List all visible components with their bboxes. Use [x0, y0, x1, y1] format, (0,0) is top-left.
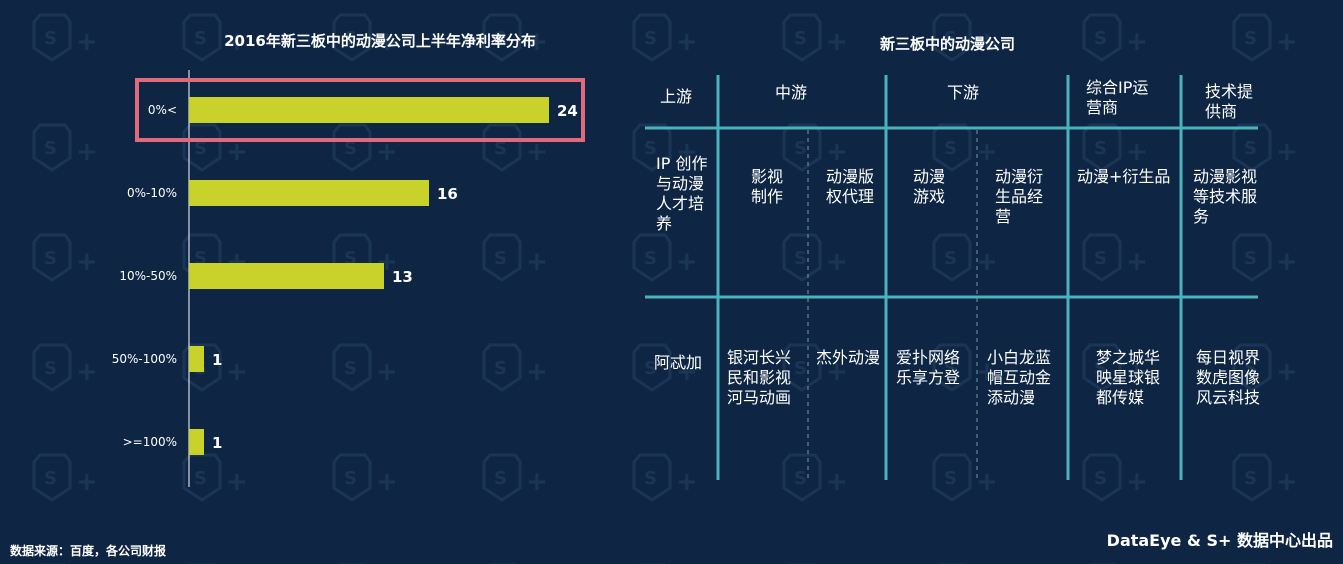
bar-100 — [189, 429, 204, 455]
bar-0 — [189, 97, 549, 123]
header-midstream: 中游 — [775, 83, 808, 102]
data-label-50-100: 1 — [212, 351, 222, 369]
bar-50-100 — [189, 346, 204, 372]
category-film-production: 影视制作 — [751, 167, 784, 206]
header-tech-provider: 技术提供商 — [1205, 82, 1254, 121]
bar-10-50 — [189, 263, 384, 289]
header-upstream: 上游 — [660, 87, 693, 106]
header-ip-operator: 综合IP运营商 — [1086, 78, 1149, 117]
tick-label-100: >=100% — [123, 435, 177, 449]
chart-title: 2016年新三板中的动漫公司上半年净利率分布 — [224, 32, 536, 50]
category-tech-service: 动漫影视等技术服务 — [1193, 167, 1258, 226]
bar-chart: 0%< 24 0%-10% 16 10%-50% 13 50%-100% 1 >=100% 1 — [112, 70, 585, 487]
category-ip-merch: 动漫+衍生品 — [1077, 167, 1171, 186]
companies-ip-operator: 梦之城华映星球银都传媒 — [1096, 348, 1161, 407]
category-ip-creation: IP 创作与动漫人才培养 — [656, 154, 708, 233]
companies-film: 银河长兴民和影视河马动画 — [727, 348, 792, 407]
category-merchandise: 动漫衍生品经营 — [995, 167, 1044, 226]
data-source-note: 数据来源：百度，各公司财报 — [10, 544, 167, 558]
tick-label-50-100: 50%-100% — [112, 352, 177, 366]
category-anime-games: 动漫游戏 — [913, 167, 946, 206]
companies-games: 爱扑网络乐享方登 — [896, 348, 961, 387]
tick-label-0-10: 0%-10% — [127, 186, 177, 200]
tick-label-0: 0%< — [148, 103, 177, 117]
credit-label: DataEye & S+ 数据中心出品 — [1106, 531, 1333, 550]
data-label-10-50: 13 — [392, 268, 413, 286]
companies-copyright: 杰外动漫 — [816, 348, 881, 367]
data-label-0: 24 — [557, 102, 578, 120]
tick-label-10-50: 10%-50% — [119, 269, 177, 283]
bar-0-10 — [189, 180, 429, 206]
data-label-100: 1 — [212, 434, 222, 452]
category-copyright-agency: 动漫版权代理 — [826, 167, 875, 206]
companies-tech: 每日视界数虎图像风云科技 — [1196, 348, 1261, 407]
table-title: 新三板中的动漫公司 — [880, 35, 1016, 53]
companies-upstream: 阿忒加 — [654, 353, 703, 372]
highlight-box — [135, 78, 585, 142]
companies-merch: 小白龙蓝帽互动金添动漫 — [987, 348, 1052, 407]
data-label-0-10: 16 — [437, 185, 458, 203]
header-downstream: 下游 — [947, 83, 980, 102]
